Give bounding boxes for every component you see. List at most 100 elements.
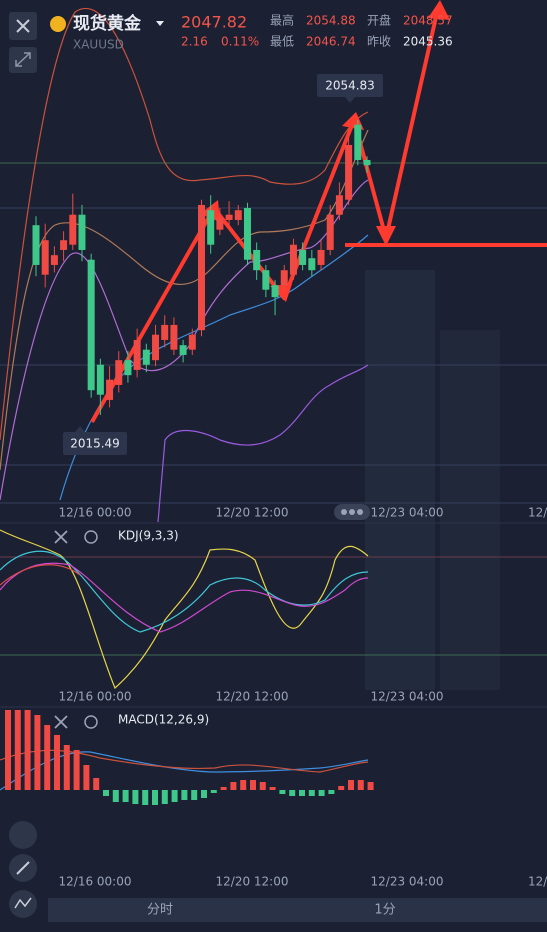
candle-body <box>243 207 251 260</box>
dot <box>349 509 355 515</box>
candle-body <box>41 240 49 275</box>
macd-bar <box>299 790 305 796</box>
time-label: 12/20 12:00 <box>216 690 289 704</box>
candle-body <box>96 364 104 395</box>
candle-body <box>133 339 141 370</box>
macd-bar <box>210 790 217 793</box>
macd-bar <box>122 790 129 802</box>
time-label: 12/20 12:00 <box>216 875 289 889</box>
label-box <box>317 74 383 97</box>
candle-body <box>188 334 196 350</box>
dropdown-arrow[interactable] <box>156 21 164 26</box>
candle-body <box>106 379 114 400</box>
instrument-symbol: XAUUSD <box>73 38 124 52</box>
macd-bar <box>250 780 256 790</box>
dot <box>357 509 363 515</box>
stat-label: 昨收 <box>367 35 391 49</box>
candle-tool[interactable] <box>9 821 37 849</box>
macd-bar <box>259 782 266 790</box>
candle-body <box>115 360 123 385</box>
label-pointer <box>75 426 85 432</box>
pen-icon <box>16 861 30 875</box>
label-box <box>63 432 127 455</box>
collapse-icon <box>15 52 31 67</box>
macd-bar <box>24 710 31 790</box>
tab-bar <box>48 898 547 922</box>
time-label: 12/16 00:00 <box>59 875 132 889</box>
price: 2047.82 <box>181 13 247 32</box>
stat-value: 2046.74 <box>306 35 356 49</box>
macd-bar <box>181 790 188 800</box>
candle-body <box>78 214 86 250</box>
macd-bar <box>103 790 109 796</box>
candle-body <box>170 324 178 350</box>
candle-body <box>253 249 261 271</box>
macd-bar <box>240 780 247 790</box>
low-price-label: 2015.49 <box>70 437 120 451</box>
candle-body <box>179 345 187 355</box>
annotation-arrows <box>90 7 547 423</box>
candle-body <box>317 249 325 265</box>
macd-bar <box>142 790 149 805</box>
tab[interactable]: 1分 <box>374 903 395 918</box>
time-label: 12/16 00:00 <box>59 506 132 520</box>
backdrop <box>365 270 435 690</box>
macd-bar <box>63 745 70 790</box>
macd-bar <box>54 735 60 790</box>
kdj-lines <box>0 529 369 690</box>
candle-body <box>161 324 169 340</box>
macd-bar <box>34 715 41 790</box>
change: 2.16 <box>181 35 208 49</box>
close-indicator[interactable] <box>54 530 68 544</box>
candle-body <box>225 214 233 220</box>
macd-bar <box>73 750 80 790</box>
candle-body <box>280 270 288 286</box>
macd-bar <box>348 780 354 790</box>
tab[interactable]: 分时 <box>147 903 173 918</box>
change-percent: 0.11% <box>221 35 259 49</box>
label-pointer <box>345 97 355 103</box>
time-label: 12/16 00:00 <box>59 690 132 704</box>
candle-body <box>198 204 205 331</box>
close-icon <box>16 19 30 33</box>
gold-icon <box>50 16 66 32</box>
macd-bar <box>269 787 276 790</box>
stat-value: 2048.57 <box>403 14 453 28</box>
candle-body <box>335 195 343 215</box>
stat-label: 最高 <box>270 13 294 28</box>
instrument-title[interactable]: 现货黄金 <box>73 13 142 34</box>
candle-body <box>124 360 132 376</box>
settings-icon[interactable] <box>84 715 98 729</box>
candle-body <box>345 144 353 200</box>
macd-bar <box>83 765 90 790</box>
time-label: 12/23 04:00 <box>371 690 444 704</box>
candle-body <box>308 258 316 271</box>
time-label: 12/20 12:00 <box>216 506 289 520</box>
stat-label: 开盘 <box>367 13 391 28</box>
macd-bar <box>230 782 237 790</box>
macd-bar <box>44 725 51 790</box>
indicator-label: KDJ(9,3,3) <box>118 529 179 543</box>
macd-bar <box>357 780 364 790</box>
stat-label: 最低 <box>270 35 294 49</box>
settings-icon[interactable] <box>84 530 98 544</box>
time-label: 12/ <box>528 506 547 520</box>
time-label: 12/23 04:00 <box>371 506 444 520</box>
candle-body <box>299 249 307 265</box>
time-label: 12/23 04:00 <box>371 875 444 889</box>
backdrop <box>440 330 500 690</box>
macd-bar <box>338 786 345 790</box>
close-indicator[interactable] <box>54 715 68 729</box>
candle-body <box>142 349 150 365</box>
macd-bar <box>161 790 168 804</box>
macd-bar <box>93 778 100 790</box>
macd-bar <box>201 790 207 798</box>
stat-value: 2045.36 <box>403 35 453 49</box>
candle-body <box>289 244 297 275</box>
candle-body <box>363 159 371 166</box>
macd-bar <box>191 790 198 800</box>
indicator-label: MACD(12,26,9) <box>118 713 209 727</box>
macd-bar <box>132 790 139 804</box>
macd-bar <box>318 790 325 796</box>
